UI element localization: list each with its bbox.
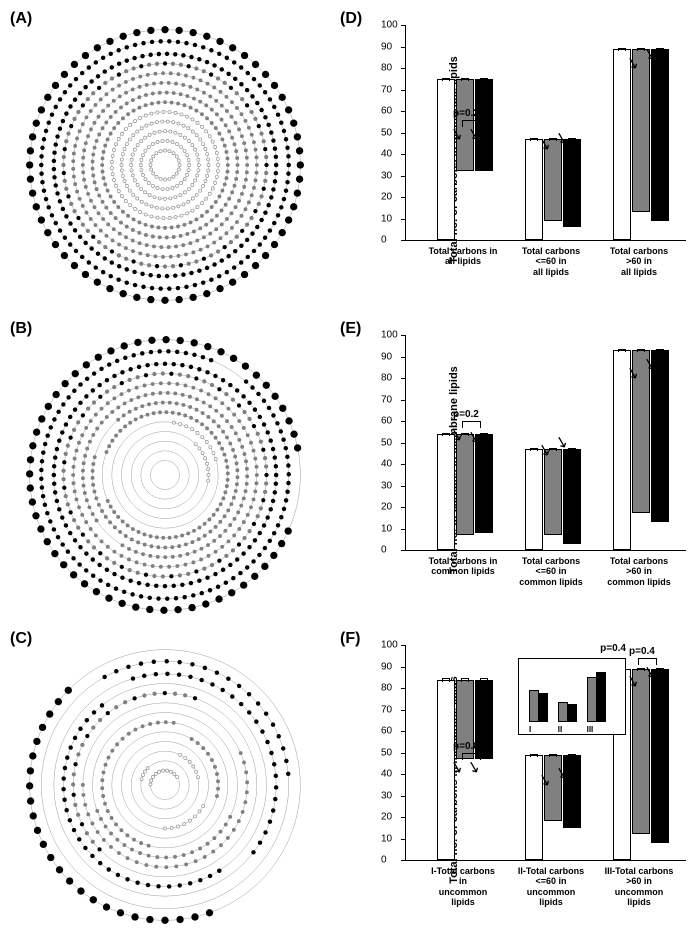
y-tick-label: 50 (381, 747, 392, 758)
y-tick-label: 70 (381, 704, 392, 715)
y-tick-label: 30 (381, 170, 392, 181)
x-axis-label: Total carbons >60 inall lipids (603, 246, 675, 277)
y-tick-label: 100 (381, 20, 398, 31)
y-tick-label: 90 (381, 661, 392, 672)
p-value-label: p=0.8 (453, 741, 479, 752)
y-tick-label: 100 (381, 330, 398, 341)
plot-area: 0102030405060708090100Total carbons inco… (405, 335, 686, 551)
circular-plot-C (20, 640, 310, 930)
panel-A: (A) (10, 10, 330, 310)
y-tick-label: 60 (381, 726, 392, 737)
bracket (462, 753, 481, 760)
panel-label-D: (D) (340, 10, 362, 28)
y-tick-label: 40 (381, 149, 392, 160)
y-tick-label: 0 (381, 855, 387, 866)
inset-x-label: I (529, 725, 531, 734)
y-tick-label: 80 (381, 63, 392, 74)
bracket (638, 658, 657, 665)
bar (544, 449, 562, 535)
inset-bar (596, 672, 606, 722)
x-axis-label: Total carbons >60 incommon lipids (603, 556, 675, 587)
y-tick-label: 50 (381, 437, 392, 448)
y-tick-label: 0 (381, 545, 387, 556)
bar (563, 139, 581, 227)
panel-F: (F) Total no. of carbons in membrane lip… (340, 630, 700, 930)
bar-group (437, 434, 493, 550)
bar-group (525, 139, 581, 240)
bar (651, 669, 669, 843)
bar (651, 49, 669, 221)
y-tick-label: 80 (381, 683, 392, 694)
bar-chart-F: Total no. of carbons in membrane lipids0… (380, 640, 690, 920)
x-axis-label: Total carbons inall lipids (427, 246, 499, 267)
plot-area: 0102030405060708090100I-Total carbons in… (405, 645, 686, 861)
y-tick-label: 20 (381, 192, 392, 203)
bar-chart-E: Total no. of carbons in membrane lipids0… (380, 330, 690, 610)
bar-group (613, 49, 669, 240)
y-tick-label: 90 (381, 41, 392, 52)
y-tick-label: 60 (381, 106, 392, 117)
plot-area: 0102030405060708090100Total carbons inal… (405, 25, 686, 241)
x-axis-label: Total carbons <=60 incommon lipids (515, 556, 587, 587)
bar (475, 434, 493, 533)
y-tick-label: 100 (381, 640, 398, 651)
bar-chart-D: Total no. of carbons in membrane lipids0… (380, 20, 690, 300)
y-tick-label: 10 (381, 833, 392, 844)
y-tick-label: 50 (381, 127, 392, 138)
y-tick-label: 40 (381, 459, 392, 470)
x-axis-label: II-Total carbons <=60 inuncommon lipids (515, 866, 587, 907)
inset-x-label: II (558, 725, 562, 734)
panel-C: (C) (10, 630, 330, 930)
bar-group (437, 79, 493, 240)
panel-B: (B) (10, 320, 330, 620)
bar (525, 139, 543, 240)
bar (632, 669, 650, 834)
inset-bar (538, 693, 548, 722)
bar (613, 49, 631, 240)
bar (437, 79, 455, 240)
y-tick-label: 60 (381, 416, 392, 427)
x-axis-label: Total carbons <=60 inall lipids (515, 246, 587, 277)
y-tick-label: 10 (381, 213, 392, 224)
bar (456, 434, 474, 535)
y-tick-label: 0 (381, 235, 387, 246)
p-value-label: p=0.2 (453, 108, 479, 119)
circular-plot-A (20, 20, 310, 310)
bar (651, 350, 669, 522)
panel-label-F: (F) (340, 630, 360, 648)
inset-bar (567, 704, 577, 722)
inset-chart: IIIIII (518, 658, 626, 735)
bar-group (525, 449, 581, 550)
x-axis-label: III-Total carbons >60 inuncommon lipids (603, 866, 675, 907)
p-value-label: p=0.4 (600, 643, 626, 654)
circular-plot-B (20, 330, 310, 620)
y-tick-label: 40 (381, 769, 392, 780)
bar-group (613, 350, 669, 550)
p-value-label: p=0.2 (453, 409, 479, 420)
bracket (462, 120, 481, 127)
y-tick-label: 10 (381, 523, 392, 534)
figure-grid: (A) (D) Total no. of carbons in membrane… (10, 10, 700, 930)
bar-group (525, 755, 581, 860)
panel-D: (D) Total no. of carbons in membrane lip… (340, 10, 700, 310)
bar (563, 449, 581, 543)
x-axis-label: Total carbons incommon lipids (427, 556, 499, 577)
inset-x-label: III (587, 725, 594, 734)
p-value-label: p=0.4 (629, 646, 655, 657)
x-axis-label: I-Total carbons inuncommon lipids (427, 866, 499, 907)
y-tick-label: 30 (381, 480, 392, 491)
y-tick-label: 70 (381, 394, 392, 405)
bar (437, 434, 455, 550)
panel-E: (E) Total no. of carbons in membrane lip… (340, 320, 700, 620)
panel-label-E: (E) (340, 320, 361, 338)
y-tick-label: 90 (381, 351, 392, 362)
y-tick-label: 20 (381, 502, 392, 513)
y-tick-label: 30 (381, 790, 392, 801)
y-tick-label: 20 (381, 812, 392, 823)
y-tick-label: 80 (381, 373, 392, 384)
bar (525, 449, 543, 550)
y-tick-label: 70 (381, 84, 392, 95)
bracket (462, 421, 481, 428)
